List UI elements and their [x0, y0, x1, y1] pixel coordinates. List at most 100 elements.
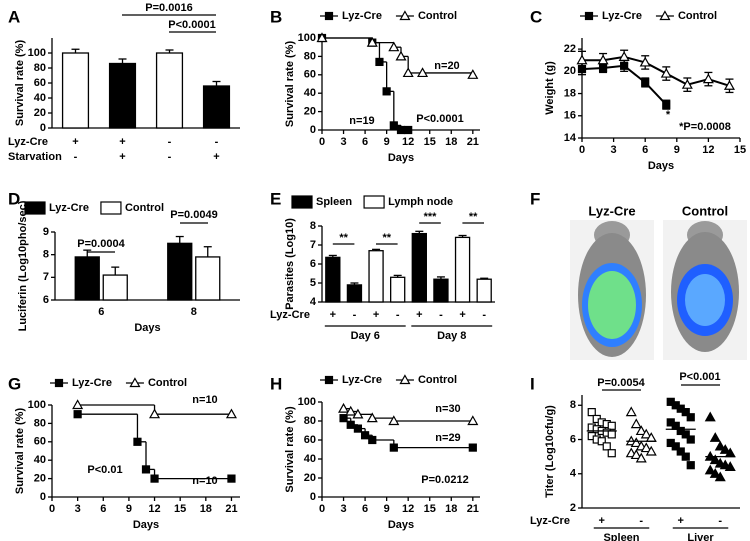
x-tick-label: 0	[579, 144, 585, 156]
legend-swatch	[24, 201, 46, 215]
bar	[454, 236, 471, 303]
marker	[467, 69, 479, 79]
y-tick-label: 16	[564, 110, 576, 122]
y-tick-label: 60	[34, 436, 46, 448]
marker	[640, 428, 652, 439]
legend-marker	[129, 377, 141, 388]
legend-label: Lymph node	[388, 196, 453, 208]
x-axis-title: Days	[134, 322, 160, 334]
marker	[630, 437, 642, 448]
x-tick-label: 15	[424, 136, 436, 148]
panel-letter: C	[530, 7, 542, 26]
marker	[402, 67, 414, 78]
marker	[704, 411, 716, 422]
panel-letter: I	[530, 374, 535, 393]
marker	[149, 408, 161, 419]
marker	[618, 51, 630, 61]
legend-label: Control	[418, 10, 457, 22]
x-tick-label: 6	[98, 306, 104, 318]
marker	[225, 408, 237, 419]
factor-sign: +	[599, 515, 605, 527]
annotation: P<0.001	[679, 371, 720, 383]
y-axis-title: Survival rate (%)	[14, 40, 26, 127]
x-tick-label: 18	[445, 503, 457, 515]
bar	[61, 52, 90, 129]
marker	[639, 56, 651, 67]
y-tick-label: 20	[304, 106, 316, 118]
marker	[662, 100, 671, 109]
y-tick-label: 18	[564, 87, 576, 99]
bar	[368, 250, 384, 303]
panel-letter: B	[270, 7, 282, 26]
y-tick-label: 40	[304, 453, 316, 465]
signal-inner	[588, 271, 636, 339]
marker	[133, 437, 142, 446]
y-tick-label: 4	[310, 296, 317, 308]
signal-inner	[685, 274, 725, 326]
marker	[150, 474, 159, 483]
y-tick-label: 8	[570, 399, 576, 411]
y-tick-label: 8	[43, 249, 49, 261]
y-axis-title: Parasites (Log10)	[284, 218, 296, 310]
marker	[467, 415, 479, 426]
marker	[640, 442, 652, 453]
marker	[352, 408, 364, 419]
annotation: P<0.01	[87, 464, 122, 476]
factor-sign: +	[678, 515, 684, 527]
y-tick-label: 22	[564, 43, 576, 55]
legend-label: Control	[148, 377, 187, 389]
annotation: n=30	[435, 403, 460, 415]
marker	[681, 78, 693, 89]
legend-label: Lyz-Cre	[602, 10, 642, 22]
marker	[338, 402, 350, 413]
y-axis-title: Survival rate (%)	[284, 41, 296, 128]
legend-marker	[324, 375, 334, 385]
x-tick-label: 12	[148, 503, 160, 515]
bar	[411, 232, 427, 303]
marker	[389, 443, 398, 452]
factor-sign: -	[215, 136, 219, 148]
factor-sign: +	[72, 136, 78, 148]
marker	[607, 430, 616, 439]
marker	[686, 413, 695, 422]
legend-swatch	[363, 195, 385, 209]
factor-sign: +	[416, 309, 422, 321]
y-axis-title: Titer (Log10cfu/g)	[544, 405, 556, 498]
marker	[607, 449, 616, 458]
y-tick-label: 80	[304, 50, 316, 62]
factor-sign: +	[119, 151, 125, 163]
x-tick-label: 18	[200, 503, 212, 515]
marker	[635, 425, 647, 436]
factor-label: Lyz-Cre	[270, 309, 310, 321]
y-tick-label: 100	[298, 32, 316, 44]
bar	[102, 274, 128, 301]
marker	[681, 408, 690, 417]
factor-sign: -	[718, 515, 722, 527]
marker	[597, 54, 609, 65]
x-tick-label: 6	[642, 144, 648, 156]
legend-marker	[324, 11, 334, 21]
bar	[202, 85, 231, 129]
x-tick-label: 12	[402, 503, 414, 515]
bar	[167, 242, 193, 301]
annotation: ***	[424, 211, 438, 223]
marker	[366, 36, 378, 47]
factor-sign: -	[74, 151, 78, 163]
bar	[476, 278, 492, 303]
marker	[709, 468, 721, 478]
marker	[597, 437, 606, 446]
marker	[382, 87, 391, 96]
bar	[74, 256, 100, 301]
factor-sign: -	[439, 309, 443, 321]
y-tick-label: 60	[304, 69, 316, 81]
y-tick-label: 20	[34, 473, 46, 485]
annotation: n=19	[349, 115, 374, 127]
x-tick-label: 15	[174, 503, 186, 515]
y-axis-title: Weight (g)	[544, 61, 556, 115]
group-label: Day 8	[437, 330, 466, 342]
y-tick-label: 7	[43, 271, 49, 283]
marker	[404, 125, 413, 135]
x-tick-label: 6	[100, 503, 106, 515]
annotation: P=0.0054	[597, 377, 645, 389]
factor-sign: +	[373, 309, 379, 321]
